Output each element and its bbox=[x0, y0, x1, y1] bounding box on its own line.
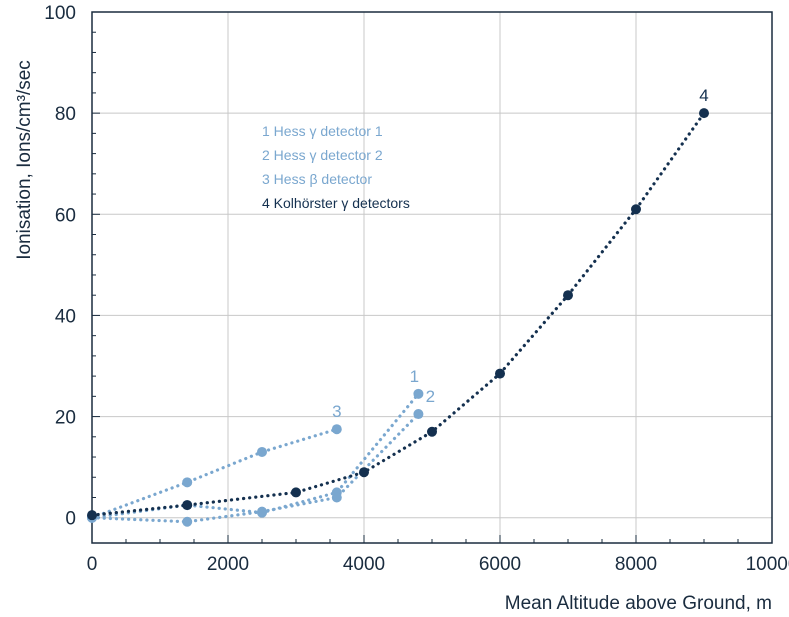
y-tick-label: 0 bbox=[65, 509, 76, 530]
series-4-point bbox=[427, 426, 437, 437]
series-1-point bbox=[413, 388, 424, 399]
series-3-label: 3 bbox=[332, 402, 341, 421]
x-tick-label: 0 bbox=[87, 554, 98, 575]
series-4-point bbox=[291, 487, 301, 498]
x-tick-label: 4000 bbox=[343, 554, 385, 575]
series-4-line bbox=[90, 111, 706, 517]
series-4-point bbox=[87, 510, 97, 521]
series-layer: 12 3 4 bbox=[87, 86, 709, 527]
legend-entry: 1 Hess γ detector 1 bbox=[262, 123, 383, 139]
grid bbox=[92, 11, 773, 543]
legend-entry: 2 Hess γ detector 2 bbox=[262, 147, 383, 163]
series-2-point bbox=[413, 409, 424, 420]
series-3-line bbox=[90, 427, 339, 520]
series-4: 4 bbox=[87, 86, 709, 521]
y-tick-label: 40 bbox=[55, 306, 76, 327]
x-tick-label: 8000 bbox=[615, 554, 657, 575]
plot-frame bbox=[91, 11, 773, 544]
series-2-label: 2 bbox=[426, 387, 435, 406]
series-4-point bbox=[699, 108, 709, 119]
y-axis-title: Ionisation, Ions/cm³/sec bbox=[14, 60, 35, 260]
legend-entry: 3 Hess β detector bbox=[262, 171, 372, 187]
series-3-point bbox=[257, 446, 267, 457]
series-2-point bbox=[182, 516, 193, 527]
series-4-point bbox=[182, 500, 193, 511]
y-tick-label: 100 bbox=[44, 3, 76, 24]
series-4-point bbox=[563, 290, 573, 301]
x-axis-title: Mean Altitude above Ground, m bbox=[505, 593, 772, 614]
series-2: 2 bbox=[87, 387, 435, 527]
series-4-point bbox=[631, 204, 641, 215]
legend-entry: 4 Kolhörster γ detectors bbox=[262, 195, 410, 211]
series-2-line bbox=[90, 412, 420, 524]
y-tick-label: 80 bbox=[55, 104, 76, 125]
y-tick-label: 20 bbox=[55, 408, 76, 429]
legend: 1 Hess γ detector 1 2 Hess γ detector 2 3 … bbox=[262, 123, 410, 211]
series-3-point bbox=[331, 424, 342, 435]
y-tick-label: 60 bbox=[55, 205, 76, 226]
series-1-label: 1 bbox=[410, 367, 419, 386]
series-4-point bbox=[359, 467, 369, 478]
x-tick-label: 6000 bbox=[479, 554, 521, 575]
series-2-point bbox=[257, 506, 267, 517]
series-1-line bbox=[90, 392, 420, 520]
series-3-point bbox=[182, 477, 193, 488]
series-2-point bbox=[331, 492, 342, 503]
series-4-point bbox=[495, 368, 505, 379]
series-4-label: 4 bbox=[699, 86, 708, 105]
x-tick-label: 2000 bbox=[207, 554, 249, 575]
